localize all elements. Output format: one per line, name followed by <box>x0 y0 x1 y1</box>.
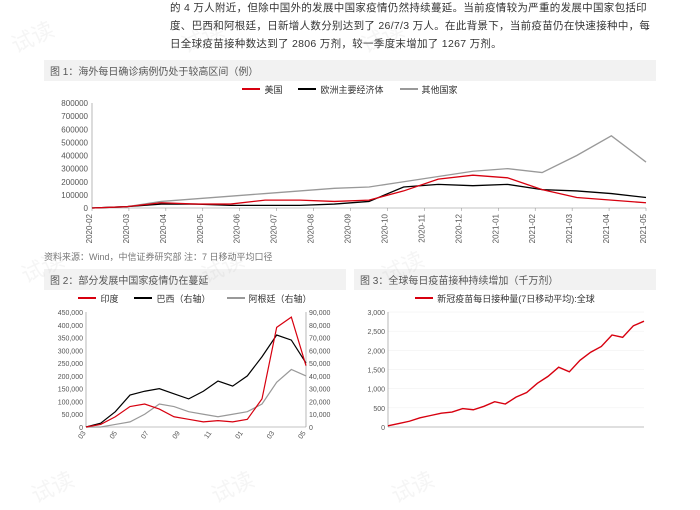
svg-text:40,000: 40,000 <box>309 373 331 380</box>
svg-text:100,000: 100,000 <box>58 399 83 406</box>
svg-text:2,000: 2,000 <box>367 348 385 355</box>
fig1-source: 资料来源：Wind，中信证券研究部 注：7 日移动平均口径 <box>44 250 656 263</box>
svg-text:1,000: 1,000 <box>367 386 385 393</box>
svg-text:2020-04: 2020-04 <box>159 213 168 243</box>
svg-text:3,000: 3,000 <box>367 310 385 317</box>
fig1-legend: 美国 欧洲主要经济体 其他国家 <box>44 83 656 96</box>
svg-text:2020-08: 2020-08 <box>307 213 316 243</box>
svg-text:01: 01 <box>235 430 245 440</box>
svg-text:0: 0 <box>381 425 385 432</box>
svg-text:2021-03: 2021-03 <box>565 213 574 243</box>
svg-text:11: 11 <box>203 430 213 440</box>
svg-text:2020-06: 2020-06 <box>233 213 242 243</box>
svg-text:500000: 500000 <box>61 138 88 147</box>
svg-text:50,000: 50,000 <box>62 412 84 419</box>
fig1-lg-0: 美国 <box>264 83 282 96</box>
svg-text:80,000: 80,000 <box>309 322 331 329</box>
svg-text:600000: 600000 <box>61 125 88 134</box>
svg-text:60,000: 60,000 <box>309 348 331 355</box>
svg-text:0: 0 <box>309 425 313 432</box>
svg-text:150,000: 150,000 <box>58 386 83 393</box>
fig2-lg-2: 阿根廷（右轴） <box>249 292 312 305</box>
svg-text:200000: 200000 <box>61 177 88 186</box>
svg-text:20,000: 20,000 <box>309 399 331 406</box>
fig3-title: 图 3：全球每日疫苗接种持续增加（千万剂） <box>354 269 656 290</box>
svg-text:10,000: 10,000 <box>309 412 331 419</box>
fig3-sub: 新冠疫苗每日接种量(7日移动平均):全球 <box>437 292 595 305</box>
svg-text:2020-02: 2020-02 <box>85 213 94 243</box>
svg-text:90,000: 90,000 <box>309 310 331 317</box>
svg-text:70,000: 70,000 <box>309 335 331 342</box>
body-paragraph: 的 4 万人附近，但除中国外的发展中国家疫情仍然持续蔓延。当前疫情较为严重的发展… <box>0 0 700 60</box>
svg-text:2021-05: 2021-05 <box>639 213 648 243</box>
svg-text:2021-02: 2021-02 <box>528 213 537 243</box>
fig2-legend: 印度 巴西（右轴） 阿根廷（右轴） <box>44 292 346 305</box>
svg-text:400,000: 400,000 <box>58 322 83 329</box>
svg-text:450,000: 450,000 <box>58 310 83 317</box>
svg-text:1,500: 1,500 <box>367 367 385 374</box>
svg-text:500: 500 <box>373 405 385 412</box>
svg-text:05: 05 <box>297 430 307 440</box>
svg-text:100000: 100000 <box>61 190 88 199</box>
fig1-chart: 美国 欧洲主要经济体 其他国家 0 100000 200000 300000 40000… <box>44 83 656 248</box>
svg-text:09: 09 <box>172 430 182 440</box>
svg-text:50,000: 50,000 <box>309 361 331 368</box>
svg-text:2020-05: 2020-05 <box>196 213 205 243</box>
fig1-lg-2: 其他国家 <box>422 83 458 96</box>
fig3-legend: 新冠疫苗每日接种量(7日移动平均):全球 <box>354 292 656 305</box>
svg-text:30,000: 30,000 <box>309 386 331 393</box>
svg-text:2020-03: 2020-03 <box>122 213 131 243</box>
svg-text:2020-07: 2020-07 <box>270 213 279 243</box>
svg-text:2021-04: 2021-04 <box>602 213 611 243</box>
svg-text:300,000: 300,000 <box>58 348 83 355</box>
svg-text:2021-01: 2021-01 <box>491 213 500 243</box>
svg-text:350,000: 350,000 <box>58 335 83 342</box>
svg-text:800000: 800000 <box>61 99 88 108</box>
svg-text:2020-10: 2020-10 <box>380 213 389 243</box>
svg-text:2020-12: 2020-12 <box>454 213 463 243</box>
svg-text:700000: 700000 <box>61 112 88 121</box>
svg-text:400000: 400000 <box>61 151 88 160</box>
fig1-title: 图 1：海外每日确诊病例仍处于较高区间（例） <box>44 60 656 81</box>
fig2-title: 图 2：部分发展中国家疫情仍在蔓延 <box>44 269 346 290</box>
svg-text:200,000: 200,000 <box>58 373 83 380</box>
svg-text:0: 0 <box>84 204 89 213</box>
fig2-lg-1: 巴西（右轴） <box>156 292 210 305</box>
fig1-lg-1: 欧洲主要经济体 <box>320 83 383 96</box>
svg-text:300000: 300000 <box>61 164 88 173</box>
svg-text:2020-11: 2020-11 <box>417 213 426 242</box>
svg-text:05: 05 <box>109 430 119 440</box>
svg-text:2020-09: 2020-09 <box>344 213 353 243</box>
svg-text:03: 03 <box>266 430 276 440</box>
fig2-lg-0: 印度 <box>100 292 118 305</box>
svg-text:07: 07 <box>140 430 150 440</box>
svg-text:2,500: 2,500 <box>367 329 385 336</box>
svg-text:250,000: 250,000 <box>58 361 83 368</box>
